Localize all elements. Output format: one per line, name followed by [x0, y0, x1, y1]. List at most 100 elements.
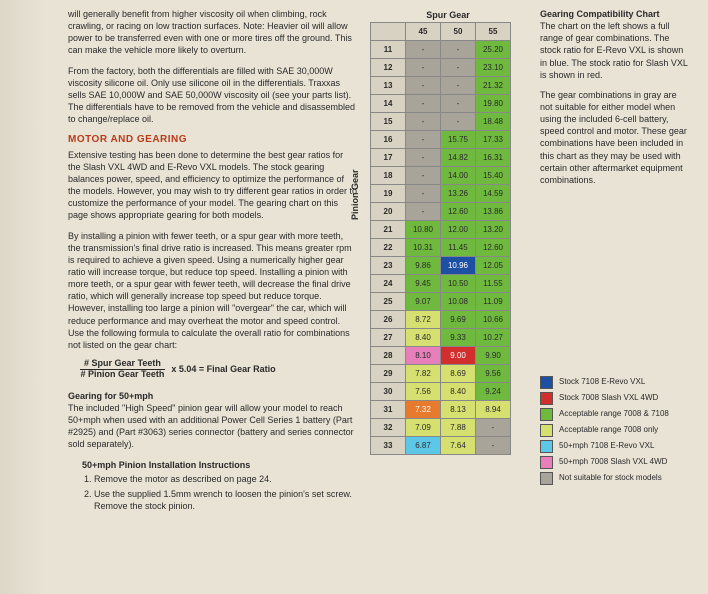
heading-gearing-50mph: Gearing for 50+mph — [68, 390, 358, 402]
row-header: 16 — [371, 131, 406, 149]
chart-legend: Stock 7108 E-Revo VXLStock 7008 Slash VX… — [540, 376, 690, 485]
legend-swatch — [540, 472, 553, 485]
install-steps: Remove the motor as described on page 24… — [94, 473, 358, 512]
row-header: 20 — [371, 203, 406, 221]
gear-cell: - — [406, 203, 441, 221]
gear-cell: 8.10 — [406, 347, 441, 365]
gear-cell: - — [406, 59, 441, 77]
gear-cell: 16.31 — [476, 149, 511, 167]
legend-swatch — [540, 408, 553, 421]
row-header: 32 — [371, 419, 406, 437]
legend-item: 50+mph 7008 Slash VXL 4WD — [540, 456, 690, 469]
chart-desc-2: The gear combinations in gray are not su… — [540, 89, 690, 186]
gear-cell: 8.72 — [406, 311, 441, 329]
gear-cell: 25.20 — [476, 41, 511, 59]
gear-cell: 10.80 — [406, 221, 441, 239]
table-row: 327.097.88- — [371, 419, 511, 437]
table-row: 20-12.6013.86 — [371, 203, 511, 221]
gear-compatibility-table: 45505511--25.2012--23.1013--21.3214--19.… — [370, 22, 511, 455]
para-gearing-explain: By installing a pinion with fewer teeth,… — [68, 230, 358, 351]
para-oil-note: will generally benefit from higher visco… — [68, 8, 358, 57]
gear-cell: 15.75 — [441, 131, 476, 149]
legend-swatch — [540, 440, 553, 453]
row-header: 14 — [371, 95, 406, 113]
install-step-2: Use the supplied 1.5mm wrench to loosen … — [94, 488, 358, 512]
legend-item: Not suitable for stock models — [540, 472, 690, 485]
gear-cell: 7.88 — [441, 419, 476, 437]
table-row: 307.568.409.24 — [371, 383, 511, 401]
gear-cell: - — [406, 41, 441, 59]
gear-cell: 7.56 — [406, 383, 441, 401]
gear-cell: 8.94 — [476, 401, 511, 419]
table-row: 278.409.3310.27 — [371, 329, 511, 347]
para-50mph: The included "High Speed" pinion gear wi… — [68, 402, 358, 451]
row-header: 12 — [371, 59, 406, 77]
gear-cell: - — [441, 59, 476, 77]
gear-cell: - — [441, 77, 476, 95]
table-row: 259.0710.0811.09 — [371, 293, 511, 311]
gear-ratio-formula: # Spur Gear Teeth # Pinion Gear Teeth x … — [80, 359, 358, 380]
gear-cell: - — [406, 185, 441, 203]
gear-cell: - — [441, 113, 476, 131]
gear-cell: 7.64 — [441, 437, 476, 455]
gear-cell: 21.32 — [476, 77, 511, 95]
gear-cell: 6.87 — [406, 437, 441, 455]
table-row: 12--23.10 — [371, 59, 511, 77]
gear-cell: 9.24 — [476, 383, 511, 401]
gear-cell: 10.96 — [441, 257, 476, 275]
row-header: 29 — [371, 365, 406, 383]
legend-swatch — [540, 376, 553, 389]
gear-cell: - — [441, 95, 476, 113]
gear-cell: 10.50 — [441, 275, 476, 293]
table-row: 297.828.699.56 — [371, 365, 511, 383]
gear-cell: 11.45 — [441, 239, 476, 257]
row-header: 24 — [371, 275, 406, 293]
gear-cell: 15.40 — [476, 167, 511, 185]
heading-install: 50+mph Pinion Installation Instructions — [82, 459, 358, 471]
gear-cell: 8.69 — [441, 365, 476, 383]
table-row: 13--21.32 — [371, 77, 511, 95]
table-row: 19-13.2614.59 — [371, 185, 511, 203]
row-header: 27 — [371, 329, 406, 347]
gear-cell: 23.10 — [476, 59, 511, 77]
gear-cell: 14.00 — [441, 167, 476, 185]
row-header: 25 — [371, 293, 406, 311]
para-factory-oil: From the factory, both the differentials… — [68, 65, 358, 126]
col-header: 55 — [476, 23, 511, 41]
table-row: 268.729.6910.66 — [371, 311, 511, 329]
gear-cell: 13.20 — [476, 221, 511, 239]
gear-cell: - — [406, 131, 441, 149]
gear-cell: 12.60 — [441, 203, 476, 221]
formula-result: x 5.04 = Final Gear Ratio — [171, 364, 275, 374]
section-title-motor-gearing: MOTOR AND GEARING — [68, 133, 358, 147]
table-row: 11--25.20 — [371, 41, 511, 59]
table-row: 2210.3111.4512.60 — [371, 239, 511, 257]
gear-cell: - — [476, 437, 511, 455]
gear-cell: 11.55 — [476, 275, 511, 293]
legend-item: 50+mph 7108 E-Revo VXL — [540, 440, 690, 453]
row-header: 11 — [371, 41, 406, 59]
gear-cell: 8.40 — [406, 329, 441, 347]
legend-swatch — [540, 456, 553, 469]
gear-cell: - — [476, 419, 511, 437]
row-header: 18 — [371, 167, 406, 185]
legend-label: Stock 7008 Slash VXL 4WD — [559, 393, 658, 404]
table-row: 249.4510.5011.55 — [371, 275, 511, 293]
table-row: 15--18.48 — [371, 113, 511, 131]
gear-cell: - — [406, 149, 441, 167]
table-row: 288.109.009.90 — [371, 347, 511, 365]
gear-chart-column: Spur Gear Pinion Gear 45505511--25.2012-… — [368, 8, 528, 455]
gear-cell: 12.05 — [476, 257, 511, 275]
row-header: 17 — [371, 149, 406, 167]
row-header: 33 — [371, 437, 406, 455]
axis-label-pinion: Pinion Gear — [350, 169, 360, 220]
row-header: 19 — [371, 185, 406, 203]
gear-cell: 10.31 — [406, 239, 441, 257]
gear-cell: - — [406, 167, 441, 185]
table-row: 16-15.7517.33 — [371, 131, 511, 149]
gear-cell: 19.80 — [476, 95, 511, 113]
gear-cell: 9.33 — [441, 329, 476, 347]
gear-cell: 13.26 — [441, 185, 476, 203]
gear-cell: - — [441, 41, 476, 59]
legend-item: Acceptable range 7008 only — [540, 424, 690, 437]
